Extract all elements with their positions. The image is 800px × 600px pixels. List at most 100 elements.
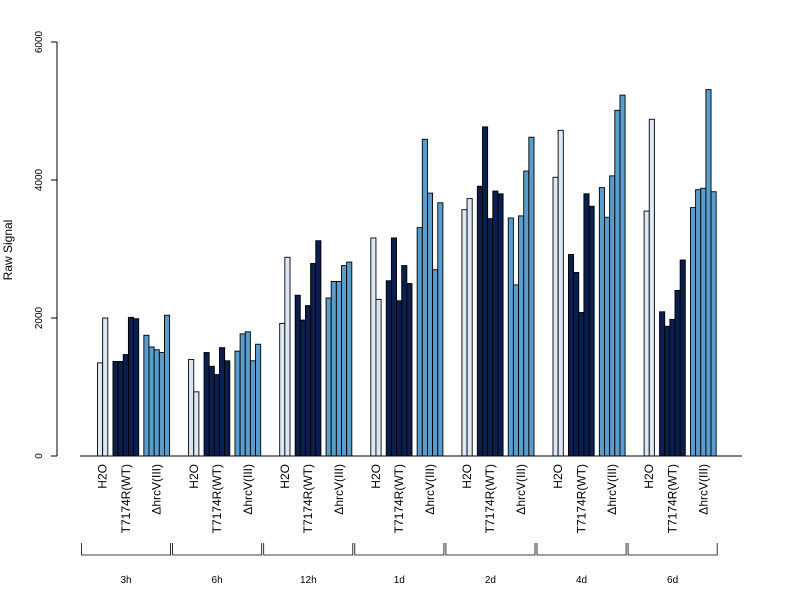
category-label: ΔhrcV(III)	[241, 464, 255, 515]
bar	[710, 191, 717, 457]
bar	[305, 305, 312, 457]
category-label: T7174R(WT)	[483, 464, 497, 533]
bar	[406, 283, 413, 457]
bar	[482, 126, 489, 457]
bar	[679, 259, 686, 457]
time-brackets: 3h 6h 12h 1d 2d 4d 6d	[81, 543, 718, 586]
bar	[614, 109, 621, 457]
y-tick-label: 2000	[34, 306, 45, 329]
category-labels: H2O T7174R(WT) ΔhrcV(III) H2O T7174R(WT) Δhrc…	[96, 464, 711, 533]
time-label: 4d	[576, 575, 587, 586]
bar	[299, 319, 306, 457]
bar	[588, 205, 595, 457]
bar	[609, 175, 616, 457]
bars-layer	[97, 89, 717, 457]
time-bracket	[445, 543, 536, 556]
time-label: 6d	[667, 575, 678, 586]
bar	[153, 349, 160, 457]
category-label: ΔhrcV(III)	[423, 464, 437, 515]
bar	[133, 318, 140, 457]
bar	[568, 254, 575, 457]
time-label: 6h	[212, 575, 223, 586]
bar	[219, 347, 226, 457]
bar	[193, 391, 200, 457]
bar	[188, 358, 195, 457]
time-label: 2d	[485, 575, 496, 586]
bar	[416, 227, 423, 457]
category-label: T7174R(WT)	[574, 464, 588, 533]
bar	[255, 343, 262, 457]
category-label: H2O	[96, 464, 110, 489]
bar	[279, 323, 286, 457]
bar	[163, 314, 171, 457]
time-label: 12h	[300, 575, 317, 586]
bar	[432, 269, 439, 457]
bar	[487, 218, 494, 457]
bar	[552, 176, 559, 457]
bar	[158, 352, 165, 457]
y-axis-title: Raw Signal	[1, 220, 15, 281]
bar	[664, 325, 671, 457]
bar	[583, 193, 590, 457]
bar	[659, 311, 666, 457]
time-bracket	[172, 543, 263, 556]
bar	[390, 237, 397, 457]
bar	[466, 198, 473, 457]
time-bracket	[81, 543, 171, 556]
time-bracket	[536, 543, 627, 556]
bar	[523, 170, 530, 457]
y-axis: 0 2000 4000 6000	[34, 30, 58, 459]
category-label: T7174R(WT)	[392, 464, 406, 533]
bar	[294, 294, 301, 457]
bar	[396, 300, 403, 457]
time-bracket	[263, 543, 354, 556]
bar	[492, 190, 499, 457]
category-label: T7174R(WT)	[119, 464, 133, 533]
bar	[674, 289, 681, 457]
category-label: ΔhrcV(III)	[150, 464, 164, 515]
bar	[224, 360, 231, 457]
bar	[244, 331, 251, 457]
bar	[310, 263, 317, 457]
bar	[700, 187, 707, 457]
bar	[148, 346, 155, 457]
bar	[512, 284, 520, 457]
bar	[341, 265, 348, 457]
bar	[497, 193, 504, 457]
bar	[239, 333, 246, 457]
bar	[234, 350, 241, 457]
y-tick-label: 4000	[34, 168, 45, 191]
bar	[507, 217, 514, 457]
category-label: ΔhrcV(III)	[696, 464, 710, 515]
bar	[557, 129, 564, 457]
bar	[102, 317, 109, 457]
bar	[112, 361, 119, 457]
bar	[648, 118, 655, 457]
bar	[335, 280, 342, 457]
category-label: ΔhrcV(III)	[605, 464, 619, 515]
bar	[122, 354, 129, 457]
bar	[117, 361, 124, 457]
bar	[695, 189, 702, 457]
bar	[346, 261, 353, 457]
bar	[604, 216, 611, 457]
bar	[690, 207, 697, 457]
time-label: 1d	[394, 575, 405, 586]
category-label: H2O	[278, 464, 292, 489]
category-label: T7174R(WT)	[210, 464, 224, 533]
bar	[315, 240, 322, 457]
bar	[208, 365, 215, 457]
bar	[705, 89, 712, 457]
category-label: H2O	[551, 464, 565, 489]
category-label: ΔhrcV(III)	[514, 464, 528, 515]
bar	[325, 297, 332, 457]
category-label: ΔhrcV(III)	[332, 464, 346, 515]
bar	[127, 316, 134, 457]
bar	[437, 202, 444, 457]
bar	[284, 256, 291, 457]
bar	[669, 318, 676, 457]
bar	[573, 272, 580, 457]
bar	[97, 362, 104, 457]
bar	[203, 352, 210, 457]
